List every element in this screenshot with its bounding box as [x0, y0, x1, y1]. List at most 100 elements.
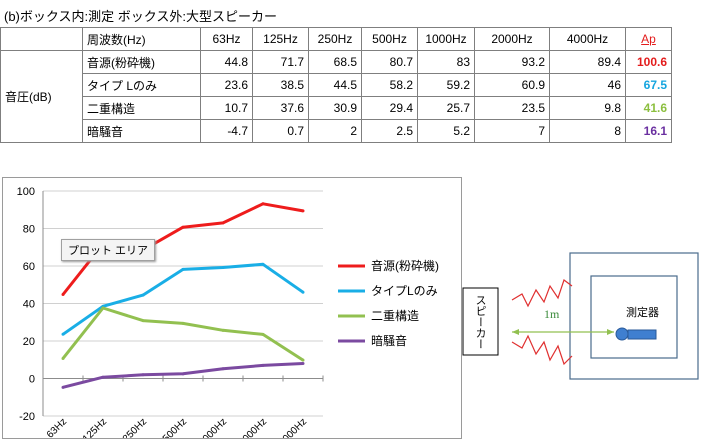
data-point: [221, 221, 225, 225]
value-cell: 2.5: [361, 119, 418, 143]
distance-label: 1m: [544, 307, 560, 321]
ap-value-cell: 16.1: [625, 119, 672, 143]
outer-box: [569, 252, 699, 380]
value-cell: 8: [549, 119, 626, 143]
frequency-header-label: 周波数(Hz): [82, 27, 201, 51]
value-cell: 44.5: [308, 73, 362, 97]
value-cell: 60.9: [474, 73, 550, 97]
data-point: [301, 209, 305, 213]
data-point: [221, 328, 225, 332]
data-point: [301, 362, 305, 365]
line-chart-area[interactable]: -20 0 20 40 60 80 100 63Hz 125Hz 250Hz 500Hz 1000Hz…: [2, 177, 462, 443]
plot-area-tooltip: プロット エリア: [61, 239, 156, 261]
x-tick-label: 4000Hz: [277, 416, 309, 438]
ap-value-cell: 100.6: [625, 50, 672, 74]
figure-caption: (b)ボックス内:測定 ボックス外:大型スピーカー: [4, 9, 277, 24]
data-point: [261, 363, 265, 367]
data-point: [261, 202, 265, 206]
y-tick-label: 20: [23, 336, 35, 348]
data-point: [141, 293, 145, 297]
distance-arrow-head-left: [512, 329, 519, 335]
value-cell: 0.7: [252, 119, 309, 143]
ap-value-cell: 67.5: [625, 73, 672, 97]
legend-label: 音源(粉砕機): [371, 258, 439, 273]
series-line: [62, 362, 304, 389]
table-header-row: 周波数(Hz) 63Hz 125Hz 250Hz 500Hz 1000Hz 2000Hz 40…: [0, 27, 672, 51]
sound-wave-bottom: [511, 334, 573, 366]
table-row: 二重構造 10.7 37.6 30.9 29.4 25.7 23.5 9.8 41.6: [1, 96, 672, 120]
value-cell: 59.2: [417, 73, 475, 97]
frequency-header-cell: 500Hz: [361, 27, 418, 51]
series-line: [61, 306, 304, 362]
measurement-setup-diagram: スピーカー 1m 測定器: [462, 252, 699, 380]
ap-value-cell: 41.6: [625, 96, 672, 120]
value-cell: 23.5: [474, 96, 550, 120]
value-cell: 30.9: [308, 96, 362, 120]
sound-pressure-row-label: 音圧(dB): [0, 50, 83, 143]
x-tick-label: 63Hz: [45, 416, 69, 438]
frequency-header-cell: 2000Hz: [474, 27, 550, 51]
speaker-box: [462, 287, 499, 356]
row-label: タイプ Lのみ: [82, 73, 201, 97]
inner-box: [590, 275, 678, 359]
row-label: 二重構造: [82, 96, 201, 120]
table-row: タイプ Lのみ 23.6 38.5 44.5 58.2 59.2 60.9 46 67.5: [1, 73, 672, 97]
legend-label: タイプLのみ: [371, 284, 438, 298]
y-tick-label: 60: [23, 261, 35, 273]
data-point: [301, 358, 305, 362]
data-point: [141, 319, 145, 323]
sound-pressure-table: 周波数(Hz) 63Hz 125Hz 250Hz 500Hz 1000Hz 2000Hz 40…: [0, 27, 672, 143]
value-cell: 71.7: [252, 50, 309, 74]
data-point: [61, 332, 65, 336]
table-row: 音圧(dB) 音源(粉砕機) 44.8 71.7 68.5 80.7 83 93.2 89.4 1…: [0, 50, 672, 143]
value-cell: 23.6: [200, 73, 253, 97]
row-label: 暗騒音: [82, 119, 201, 143]
value-cell: 25.7: [417, 96, 475, 120]
data-point: [181, 267, 185, 271]
value-cell: 44.8: [200, 50, 253, 74]
sound-wave-top: [511, 279, 573, 308]
data-point: [261, 262, 265, 266]
ap-header-label: Ap: [641, 32, 656, 46]
data-point: [101, 306, 105, 310]
value-cell: 38.5: [252, 73, 309, 97]
measurement-device-body: [627, 329, 657, 340]
value-cell: 68.5: [308, 50, 362, 74]
legend-label: 二重構造: [371, 309, 419, 323]
value-cell: 5.2: [417, 119, 475, 143]
table-row: 暗騒音 -4.7 0.7 2 2.5 5.2 7 8 16.1: [1, 119, 672, 143]
y-tick-label: 100: [17, 186, 35, 198]
frequency-header-cell: 1000Hz: [417, 27, 475, 51]
value-cell: 89.4: [549, 50, 626, 74]
ap-header-cell: Ap: [625, 27, 672, 51]
data-point: [61, 385, 65, 389]
value-cell: 83: [417, 50, 475, 74]
data-point: [261, 332, 265, 336]
data-point: [61, 356, 65, 360]
frequency-header-cell: 250Hz: [308, 27, 362, 51]
x-tick-label: 2000Hz: [237, 416, 269, 438]
legend-label: 暗騒音: [371, 333, 407, 348]
data-point: [141, 373, 145, 377]
value-cell: 7: [474, 119, 550, 143]
frequency-header-cell: 125Hz: [252, 27, 309, 51]
value-cell: 93.2: [474, 50, 550, 74]
data-point: [181, 225, 185, 229]
data-point: [181, 372, 185, 376]
microphone-head: [615, 327, 629, 341]
table-corner-cell: [0, 27, 83, 51]
distance-arrow-head-right: [607, 329, 614, 335]
y-tick-label: 40: [23, 299, 35, 311]
frequency-header-cell: 4000Hz: [549, 27, 626, 51]
speaker-label: スピーカー: [474, 295, 486, 350]
data-point: [181, 321, 185, 325]
data-point: [101, 375, 105, 379]
data-point: [61, 293, 65, 296]
x-tick-label: 500Hz: [161, 416, 189, 438]
x-tick-label: 125Hz: [81, 416, 109, 438]
value-cell: 80.7: [361, 50, 418, 74]
value-cell: 2: [308, 119, 362, 143]
data-point: [301, 290, 305, 294]
value-cell: 58.2: [361, 73, 418, 97]
device-label: 測定器: [626, 305, 659, 319]
